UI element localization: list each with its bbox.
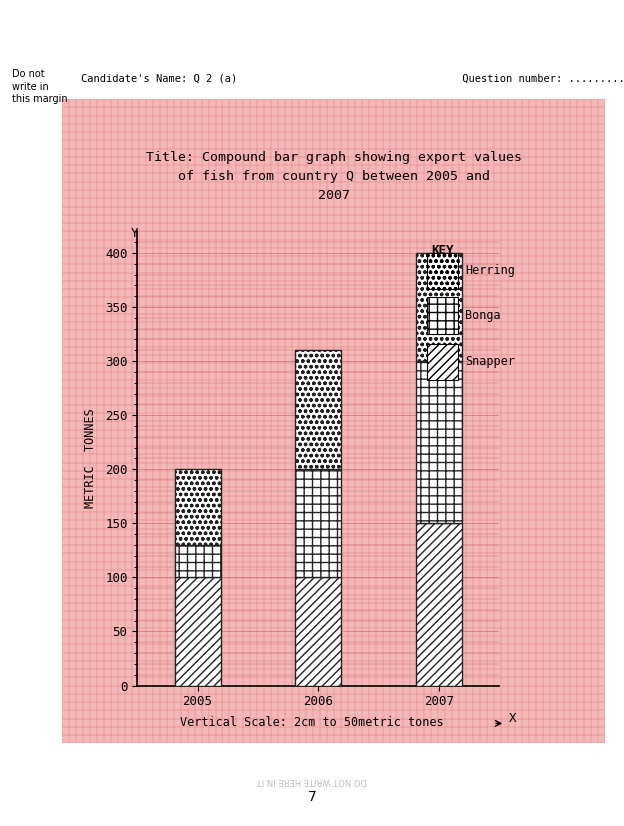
- Text: METRIC  TONNES: METRIC TONNES: [84, 409, 97, 508]
- Text: DO NOT WRITE HERE IN IT: DO NOT WRITE HERE IN IT: [257, 776, 367, 785]
- Text: Bonga: Bonga: [465, 309, 500, 322]
- Bar: [175, 545, 220, 577]
- Text: KEY: KEY: [432, 244, 454, 258]
- Bar: [295, 350, 341, 469]
- Bar: [416, 253, 462, 361]
- Text: Candidate's Name: Q 2 (a)                                    Question number: ..: Candidate's Name: Q 2 (a) Question numbe…: [81, 74, 624, 83]
- FancyBboxPatch shape: [427, 253, 458, 289]
- FancyBboxPatch shape: [427, 344, 458, 380]
- Text: X: X: [509, 711, 516, 724]
- Text: write in: write in: [12, 82, 49, 92]
- Text: Title: Compound bar graph showing export values
of fish from country Q between 2: Title: Compound bar graph showing export…: [146, 151, 522, 202]
- Bar: [295, 577, 341, 686]
- Text: Herring: Herring: [465, 264, 515, 278]
- Bar: [175, 469, 220, 545]
- Bar: [416, 361, 462, 524]
- Bar: [416, 524, 462, 686]
- Bar: [175, 577, 220, 686]
- Text: this margin: this margin: [12, 94, 68, 104]
- Text: Y: Y: [131, 227, 139, 240]
- FancyBboxPatch shape: [427, 297, 458, 334]
- Text: Vertical Scale: 2cm to 50metric tones: Vertical Scale: 2cm to 50metric tones: [180, 716, 444, 729]
- Text: Snapper: Snapper: [465, 355, 515, 368]
- Bar: [295, 469, 341, 577]
- Text: 7: 7: [308, 790, 316, 804]
- Text: Do not: Do not: [12, 69, 45, 79]
